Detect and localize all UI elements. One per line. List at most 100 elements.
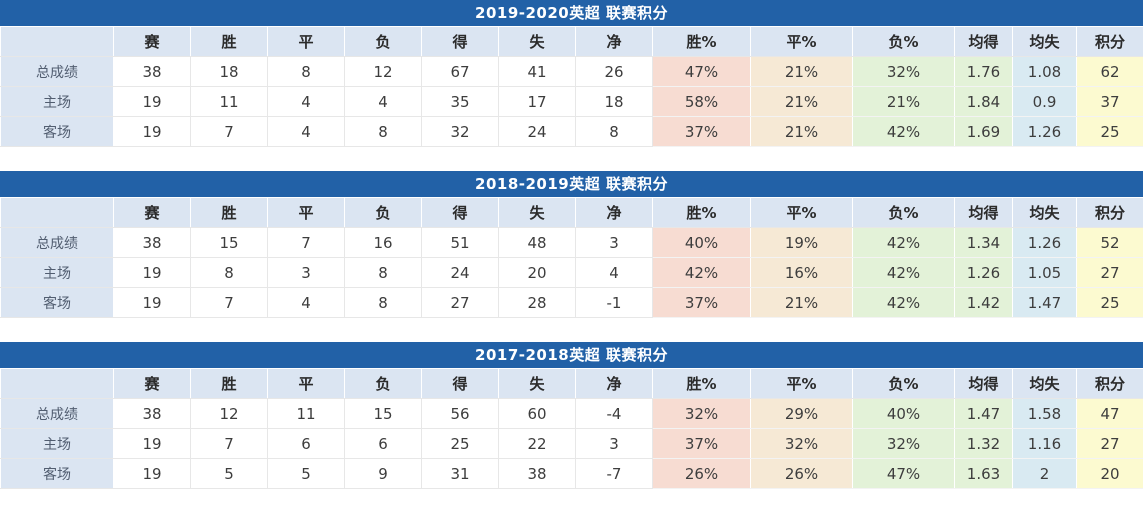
cell-avg-goals-for: 1.34 xyxy=(955,228,1013,258)
cell-draw-pct: 21% xyxy=(751,117,853,147)
cell-goals-against: 22 xyxy=(499,429,576,459)
cell-loss-pct: 21% xyxy=(853,87,955,117)
col-header-goals-against: 失 xyxy=(499,27,576,57)
cell-draw-pct: 26% xyxy=(751,459,853,489)
cell-games: 38 xyxy=(114,57,191,87)
row-label-home: 主场 xyxy=(1,429,114,459)
cell-draw-pct: 21% xyxy=(751,57,853,87)
cell-loss-pct: 42% xyxy=(853,228,955,258)
cell-win-pct: 37% xyxy=(653,117,751,147)
cell-games: 19 xyxy=(114,459,191,489)
col-header-wins: 胜 xyxy=(191,27,268,57)
cell-goals-against: 28 xyxy=(499,288,576,318)
table-row-home: 主场 19 8 3 8 24 20 4 42% 16% 42% 1.26 1.0… xyxy=(1,258,1143,288)
cell-losses: 15 xyxy=(345,399,422,429)
cell-wins: 18 xyxy=(191,57,268,87)
cell-avg-goals-for: 1.26 xyxy=(955,258,1013,288)
cell-points: 52 xyxy=(1077,228,1143,258)
cell-avg-goals-against: 1.58 xyxy=(1013,399,1077,429)
col-header-avg-goals-for: 均得 xyxy=(955,369,1013,399)
cell-goals-for: 24 xyxy=(422,258,499,288)
col-header-goals-against: 失 xyxy=(499,198,576,228)
col-header-goals-against: 失 xyxy=(499,369,576,399)
cell-win-pct: 37% xyxy=(653,288,751,318)
cell-loss-pct: 42% xyxy=(853,258,955,288)
cell-goal-diff: 3 xyxy=(576,429,653,459)
cell-points: 37 xyxy=(1077,87,1143,117)
col-header-avg-goals-against: 均失 xyxy=(1013,369,1077,399)
col-header-losses: 负 xyxy=(345,369,422,399)
cell-win-pct: 37% xyxy=(653,429,751,459)
row-label-total: 总成绩 xyxy=(1,399,114,429)
cell-draw-pct: 16% xyxy=(751,258,853,288)
cell-goals-for: 67 xyxy=(422,57,499,87)
col-header-avg-goals-for: 均得 xyxy=(955,27,1013,57)
cell-win-pct: 42% xyxy=(653,258,751,288)
col-header-draw-pct: 平% xyxy=(751,369,853,399)
cell-avg-goals-against: 1.47 xyxy=(1013,288,1077,318)
cell-losses: 8 xyxy=(345,288,422,318)
col-header-wins: 胜 xyxy=(191,198,268,228)
cell-goal-diff: 4 xyxy=(576,258,653,288)
corner-cell xyxy=(1,27,114,57)
cell-avg-goals-for: 1.32 xyxy=(955,429,1013,459)
cell-draws: 4 xyxy=(268,117,345,147)
cell-games: 19 xyxy=(114,117,191,147)
cell-wins: 7 xyxy=(191,288,268,318)
cell-goals-for: 25 xyxy=(422,429,499,459)
table-title: 2017-2018英超 联赛积分 xyxy=(0,342,1143,368)
cell-goals-against: 20 xyxy=(499,258,576,288)
col-header-points: 积分 xyxy=(1077,27,1143,57)
cell-draw-pct: 21% xyxy=(751,288,853,318)
cell-goals-against: 48 xyxy=(499,228,576,258)
table-title: 2019-2020英超 联赛积分 xyxy=(0,0,1143,26)
header-row: 赛 胜 平 负 得 失 净 胜% 平% 负% 均得 均失 积分 xyxy=(1,27,1143,57)
col-header-losses: 负 xyxy=(345,27,422,57)
col-header-loss-pct: 负% xyxy=(853,27,955,57)
cell-draw-pct: 32% xyxy=(751,429,853,459)
cell-games: 19 xyxy=(114,87,191,117)
cell-win-pct: 26% xyxy=(653,459,751,489)
cell-win-pct: 32% xyxy=(653,399,751,429)
cell-avg-goals-against: 1.05 xyxy=(1013,258,1077,288)
row-label-away: 客场 xyxy=(1,459,114,489)
stats-table: 赛 胜 平 负 得 失 净 胜% 平% 负% 均得 均失 积分 总成绩 38 1… xyxy=(0,26,1143,147)
col-header-win-pct: 胜% xyxy=(653,369,751,399)
cell-draw-pct: 21% xyxy=(751,87,853,117)
row-label-away: 客场 xyxy=(1,288,114,318)
row-label-home: 主场 xyxy=(1,258,114,288)
cell-points: 27 xyxy=(1077,429,1143,459)
table-title: 2018-2019英超 联赛积分 xyxy=(0,171,1143,197)
col-header-games: 赛 xyxy=(114,27,191,57)
cell-draws: 8 xyxy=(268,57,345,87)
cell-draws: 7 xyxy=(268,228,345,258)
cell-goals-for: 27 xyxy=(422,288,499,318)
cell-loss-pct: 42% xyxy=(853,117,955,147)
header-row: 赛 胜 平 负 得 失 净 胜% 平% 负% 均得 均失 积分 xyxy=(1,369,1143,399)
row-label-away: 客场 xyxy=(1,117,114,147)
cell-goal-diff: 18 xyxy=(576,87,653,117)
cell-points: 25 xyxy=(1077,288,1143,318)
cell-draws: 5 xyxy=(268,459,345,489)
col-header-draw-pct: 平% xyxy=(751,198,853,228)
col-header-loss-pct: 负% xyxy=(853,198,955,228)
cell-goals-against: 38 xyxy=(499,459,576,489)
col-header-goals-for: 得 xyxy=(422,369,499,399)
cell-loss-pct: 32% xyxy=(853,429,955,459)
cell-avg-goals-for: 1.47 xyxy=(955,399,1013,429)
table-row-away: 客场 19 5 5 9 31 38 -7 26% 26% 47% 1.63 2 … xyxy=(1,459,1143,489)
league-table-2017-2018: 2017-2018英超 联赛积分 赛 胜 平 负 得 失 净 胜% 平% 负% … xyxy=(0,342,1143,489)
cell-losses: 16 xyxy=(345,228,422,258)
row-label-total: 总成绩 xyxy=(1,57,114,87)
table-row-total: 总成绩 38 12 11 15 56 60 -4 32% 29% 40% 1.4… xyxy=(1,399,1143,429)
cell-draws: 3 xyxy=(268,258,345,288)
cell-goals-for: 51 xyxy=(422,228,499,258)
cell-points: 25 xyxy=(1077,117,1143,147)
cell-avg-goals-against: 2 xyxy=(1013,459,1077,489)
cell-goal-diff: -4 xyxy=(576,399,653,429)
cell-points: 27 xyxy=(1077,258,1143,288)
cell-games: 19 xyxy=(114,288,191,318)
col-header-goal-diff: 净 xyxy=(576,27,653,57)
cell-goals-for: 31 xyxy=(422,459,499,489)
cell-avg-goals-for: 1.76 xyxy=(955,57,1013,87)
